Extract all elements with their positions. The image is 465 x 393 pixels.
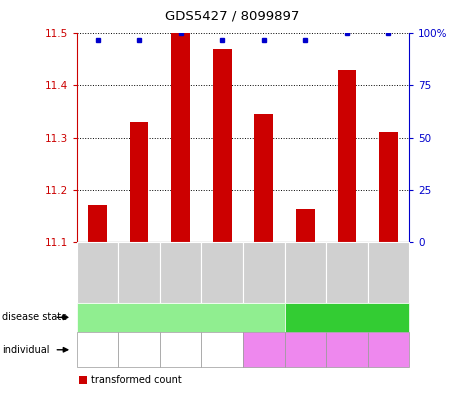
Bar [379, 132, 398, 242]
Text: patient L: patient L [288, 345, 322, 354]
Text: patient
D: patient D [78, 340, 117, 360]
Bar [88, 205, 107, 242]
Text: GSM1487538: GSM1487538 [178, 248, 184, 297]
Text: GSM1487536: GSM1487536 [94, 248, 100, 297]
Bar [130, 122, 148, 242]
Text: patient I: patient I [248, 345, 280, 354]
Text: GSM1487541: GSM1487541 [302, 248, 308, 297]
Bar [338, 70, 356, 242]
Text: individual: individual [2, 345, 50, 355]
Bar [296, 209, 315, 242]
Text: patient
Q: patient Q [327, 340, 366, 360]
Text: patient
E: patient E [120, 340, 159, 360]
Bar [213, 49, 232, 242]
Text: GSM1487539: GSM1487539 [219, 248, 225, 297]
Text: patient
R: patient R [369, 340, 408, 360]
Bar [171, 33, 190, 242]
Text: GSM1487540: GSM1487540 [261, 248, 267, 297]
Text: GSM1487543: GSM1487543 [385, 248, 392, 297]
Text: GDS5427 / 8099897: GDS5427 / 8099897 [166, 10, 299, 23]
Text: GSM1487542: GSM1487542 [344, 248, 350, 297]
Text: osteoarthritic: osteoarthritic [146, 312, 216, 322]
Text: patient
G: patient G [161, 340, 200, 360]
Text: transformed count: transformed count [91, 375, 181, 385]
Text: patient
H: patient H [203, 340, 241, 360]
Text: healthy: healthy [327, 312, 366, 322]
Bar [254, 114, 273, 242]
Text: GSM1487537: GSM1487537 [136, 248, 142, 297]
Text: disease state: disease state [2, 312, 67, 322]
